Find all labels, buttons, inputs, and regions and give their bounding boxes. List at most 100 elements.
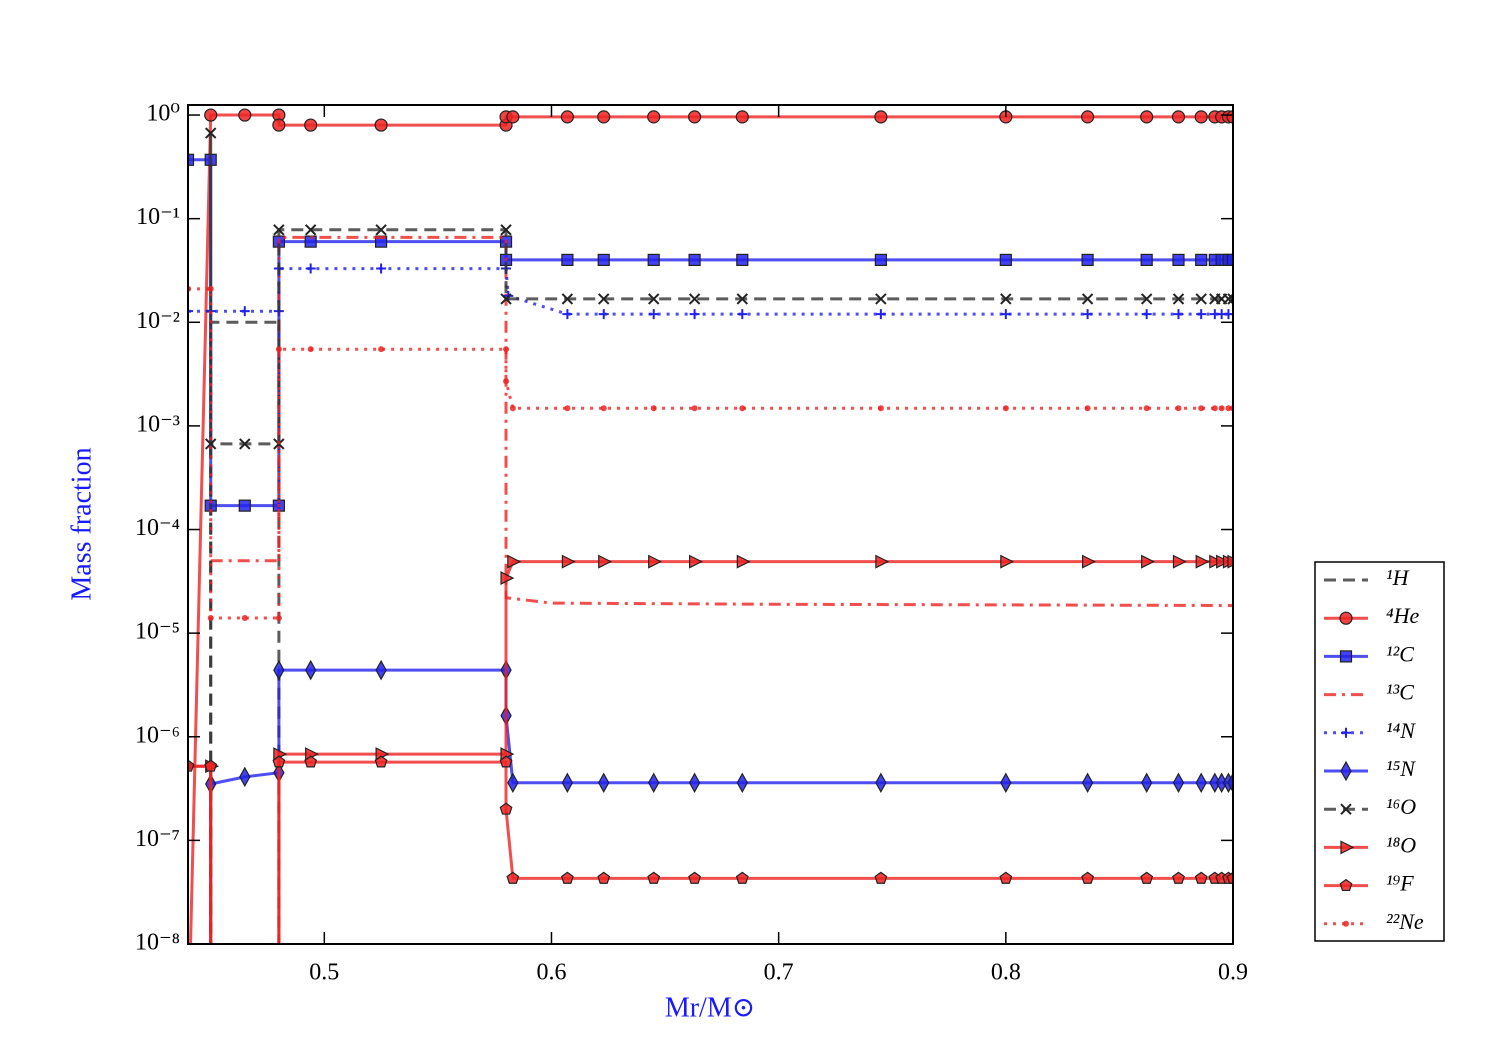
data-point (691, 405, 698, 412)
legend-label: ¹H (1386, 565, 1410, 590)
data-point (1227, 554, 1233, 569)
data-point (1173, 309, 1184, 320)
data-point (273, 224, 285, 236)
data-point (241, 614, 248, 621)
data-point (500, 293, 512, 305)
data-point (1211, 405, 1218, 412)
data-point (564, 405, 571, 412)
data-point (1140, 293, 1153, 305)
data-point (1196, 309, 1207, 320)
data-point (598, 772, 610, 793)
data-point (735, 110, 749, 124)
legend-label: ¹³C (1386, 680, 1414, 705)
data-point (239, 438, 251, 450)
data-point (1000, 554, 1015, 569)
x-tick-label: 0.5 (309, 960, 339, 986)
data-point (877, 405, 884, 412)
data-point (1194, 110, 1208, 124)
series-line (188, 287, 1233, 620)
data-point (207, 614, 214, 621)
data-point (506, 110, 520, 124)
series-line (209, 133, 1233, 944)
data-point (207, 285, 214, 292)
data-point (1195, 293, 1207, 305)
data-point (304, 659, 317, 681)
series-line (210, 235, 1233, 607)
legend-marker (1340, 760, 1352, 782)
data-point (374, 755, 388, 768)
plot-frame (187, 104, 1234, 945)
data-point (1175, 405, 1182, 412)
data-point (1195, 772, 1207, 793)
data-point (1228, 309, 1233, 320)
data-point (688, 554, 703, 569)
data-point (304, 118, 318, 132)
data-point (688, 772, 701, 793)
data-point (206, 1042, 218, 1050)
series-line (209, 320, 281, 944)
y-tick-label: 10⁻⁵ (135, 619, 180, 645)
x-tick-label: 0.9 (1218, 960, 1248, 986)
data-point (499, 802, 513, 815)
legend-box (1314, 561, 1445, 942)
legend-label: ¹⁵N (1386, 756, 1416, 781)
data-point (1172, 871, 1185, 884)
data-point (238, 499, 251, 512)
data-point (689, 309, 700, 320)
y-tick-label: 10⁻² (136, 308, 180, 334)
data-point (562, 309, 573, 320)
data-point (736, 253, 749, 266)
data-point (499, 755, 513, 768)
x-axis-label: Mr/M⊙ (665, 992, 755, 1023)
data-point (875, 309, 886, 320)
data-point (274, 1042, 286, 1050)
data-point (1082, 309, 1093, 320)
data-point (688, 293, 701, 305)
data-point (1227, 772, 1233, 793)
data-point (239, 306, 250, 317)
data-point (500, 571, 515, 586)
data-point (1225, 405, 1232, 412)
data-point (1000, 309, 1011, 320)
data-point (503, 346, 510, 353)
data-point (305, 263, 316, 274)
data-point (1081, 253, 1094, 266)
data-point (304, 224, 317, 236)
data-point (206, 1043, 216, 1050)
y-axis-label: Mass fraction (66, 447, 97, 600)
data-point (736, 293, 749, 305)
data-point (648, 772, 660, 793)
data-point (597, 871, 611, 884)
plot-area (188, 108, 1233, 1050)
legend-marker (1341, 727, 1351, 738)
data-point (874, 871, 888, 884)
data-point (1140, 110, 1154, 124)
data-point (1226, 871, 1233, 884)
data-point (647, 871, 661, 884)
data-point (1140, 253, 1153, 266)
data-point (204, 108, 218, 122)
data-point (1143, 405, 1150, 412)
data-point (507, 772, 519, 793)
data-point (1226, 253, 1233, 266)
data-point (600, 405, 607, 412)
series-line (188, 267, 1233, 316)
data-point (874, 253, 887, 266)
data-point (737, 309, 748, 320)
data-point (561, 253, 574, 266)
legend-marker (1339, 878, 1353, 892)
y-tick-label: 10⁻⁶ (135, 722, 180, 748)
data-point (598, 293, 610, 305)
x-tick-label: 0.6 (536, 960, 566, 986)
data-point (1171, 110, 1186, 124)
data-point (560, 871, 574, 884)
data-point (736, 554, 751, 569)
data-point (1195, 554, 1210, 569)
data-point (275, 346, 282, 353)
legend-marker (1340, 840, 1355, 855)
data-point (374, 118, 388, 132)
x-tick-label: 0.8 (991, 960, 1021, 986)
data-point (687, 110, 702, 124)
data-point (561, 293, 574, 305)
